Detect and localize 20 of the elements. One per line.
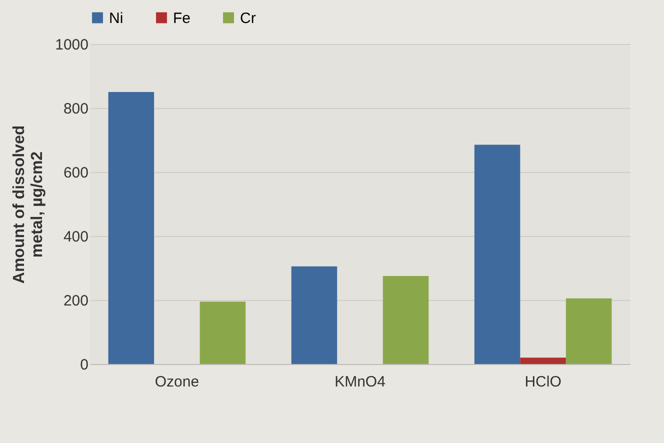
bar xyxy=(520,358,566,364)
y-tick-label: 600 xyxy=(63,164,88,182)
bar xyxy=(474,144,520,364)
y-tick-label: 800 xyxy=(63,100,88,118)
bar xyxy=(200,302,246,364)
bar xyxy=(566,298,612,364)
legend-label: Ni xyxy=(109,10,124,27)
y-tick-label: 400 xyxy=(63,228,88,246)
y-axis-title: Amount of dissolved metal, µg/cm2 xyxy=(11,125,46,284)
bar xyxy=(108,92,154,364)
y-tick-label: 200 xyxy=(63,292,88,310)
x-tick-label: KMnO4 xyxy=(334,374,386,390)
bar xyxy=(382,276,429,364)
legend-label: Fe xyxy=(173,10,191,27)
y-tick-label: 0 xyxy=(80,356,88,374)
legend-label: Cr xyxy=(240,10,256,27)
bar xyxy=(291,266,338,364)
x-tick-label: HClO xyxy=(524,374,562,390)
y-tick-label: 1000 xyxy=(55,36,88,54)
x-tick-label: Ozone xyxy=(154,374,200,390)
